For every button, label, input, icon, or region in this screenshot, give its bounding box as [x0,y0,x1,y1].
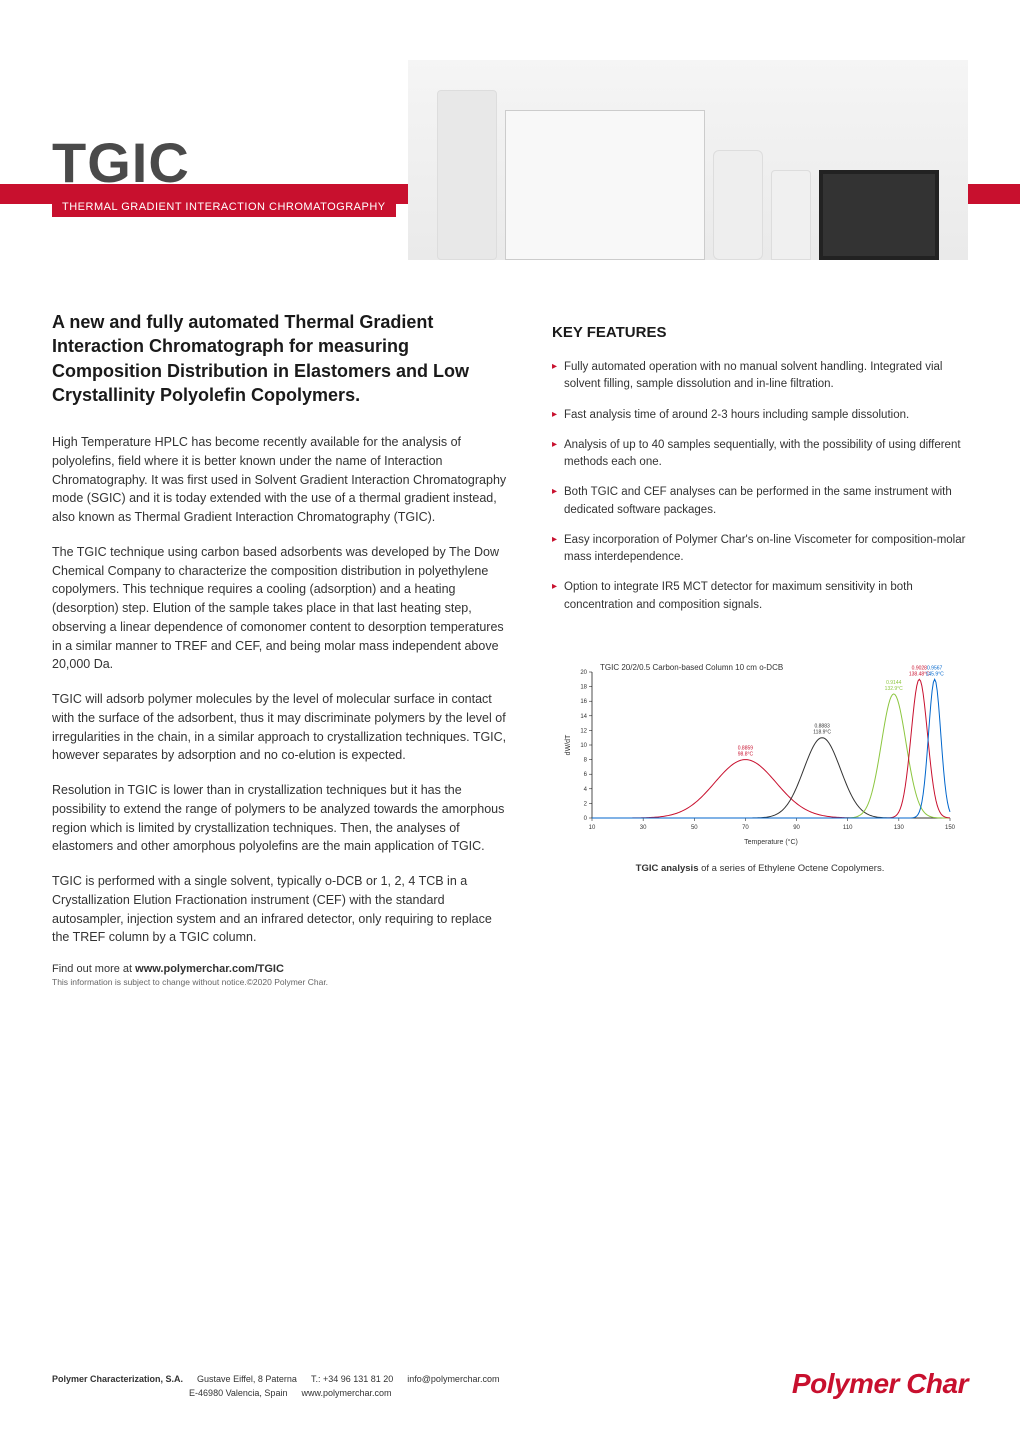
svg-text:6: 6 [584,772,588,778]
svg-text:110: 110 [843,825,853,831]
svg-text:16: 16 [580,699,587,705]
disclaimer: This information is subject to change wi… [52,977,512,987]
svg-text:145.9°C: 145.9°C [926,671,945,677]
content-area: A new and fully automated Thermal Gradie… [52,310,968,987]
equipment-autosampler [437,90,497,260]
footer-company: Polymer Characterization, S.A. [52,1373,183,1387]
chart-caption-rest: of a series of Ethylene Octene Copolymer… [698,863,884,874]
feature-item: Fast analysis time of around 2-3 hours i… [552,407,968,424]
product-subtitle: THERMAL GRADIENT INTERACTION CHROMATOGRA… [52,197,396,217]
more-info-line: Find out more at www.polymerchar.com/TGI… [52,963,512,975]
equipment-detector [713,150,763,260]
feature-item: Option to integrate IR5 MCT detector for… [552,579,968,614]
footer-address2: E-46980 Valencia, Spain [189,1387,287,1401]
hero-title-block: TGIC THERMAL GRADIENT INTERACTION CHROMA… [52,130,396,217]
headline: A new and fully automated Thermal Gradie… [52,310,512,407]
equipment-main-unit [505,110,705,260]
tgic-chart: 0 2 4 6 8 10 12 14 16 18 20 10 30 50 70 90 110 130 150 Temp… [552,658,968,848]
footer-address1: Gustave Eiffel, 8 Paterna [197,1373,297,1387]
svg-text:98.8°C: 98.8°C [738,751,754,757]
product-title: TGIC [52,130,396,195]
hero-equipment-image [408,60,968,260]
svg-text:4: 4 [584,787,588,793]
paragraph: TGIC will adsorb polymer molecules by th… [52,690,512,765]
footer-website[interactable]: www.polymerchar.com [301,1387,391,1401]
link-url[interactable]: www.polymerchar.com/TGIC [135,963,284,975]
right-column: KEY FEATURES Fully automated operation w… [552,310,968,987]
svg-text:dW/dT: dW/dT [565,734,572,755]
footer: Polymer Characterization, S.A. Gustave E… [52,1368,968,1400]
svg-text:14: 14 [580,714,587,720]
paragraph: TGIC is performed with a single solvent,… [52,872,512,947]
paragraph: Resolution in TGIC is lower than in crys… [52,781,512,856]
body-text: High Temperature HPLC has become recentl… [52,433,512,947]
svg-text:10: 10 [589,825,596,831]
svg-text:118.9°C: 118.9°C [813,729,831,735]
equipment-monitor [819,170,939,260]
paragraph: The TGIC technique using carbon based ad… [52,543,512,674]
svg-text:0: 0 [584,816,588,822]
svg-text:130: 130 [894,825,905,831]
feature-item: Both TGIC and CEF analyses can be perfor… [552,484,968,519]
equipment-solvent-bottle [771,170,811,260]
svg-text:90: 90 [793,825,800,831]
svg-text:50: 50 [691,825,698,831]
link-prefix: Find out more at [52,963,135,975]
chart-container: 0 2 4 6 8 10 12 14 16 18 20 10 30 50 70 90 110 130 150 Temp… [552,658,968,874]
svg-text:TGIC 20/2/0.5 Carbon-based Col: TGIC 20/2/0.5 Carbon-based Column 10 cm … [600,663,783,672]
svg-text:30: 30 [640,825,647,831]
hero-banner: TGIC THERMAL GRADIENT INTERACTION CHROMA… [0,60,1020,260]
feature-item: Analysis of up to 40 samples sequentiall… [552,437,968,472]
footer-logo: Polymer Char [792,1368,968,1400]
footer-phone: T.: +34 96 131 81 20 [311,1373,393,1387]
svg-text:18: 18 [580,684,587,690]
svg-text:10: 10 [580,743,587,749]
svg-text:8: 8 [584,757,588,763]
svg-text:132.9°C: 132.9°C [885,686,904,692]
svg-text:Temperature (°C): Temperature (°C) [744,838,798,846]
feature-item: Fully automated operation with no manual… [552,359,968,394]
chart-caption: TGIC analysis of a series of Ethylene Oc… [552,863,968,874]
svg-text:70: 70 [742,825,749,831]
footer-info: Polymer Characterization, S.A. Gustave E… [52,1373,499,1400]
svg-text:20: 20 [580,670,587,676]
svg-text:2: 2 [584,801,588,807]
feature-item: Easy incorporation of Polymer Char's on-… [552,532,968,567]
chart-caption-bold: TGIC analysis [636,863,699,874]
svg-text:12: 12 [580,728,587,734]
paragraph: High Temperature HPLC has become recentl… [52,433,512,527]
features-title: KEY FEATURES [552,324,968,341]
left-column: A new and fully automated Thermal Gradie… [52,310,512,987]
feature-list: Fully automated operation with no manual… [552,359,968,614]
footer-email[interactable]: info@polymerchar.com [407,1373,499,1387]
svg-text:150: 150 [945,825,956,831]
